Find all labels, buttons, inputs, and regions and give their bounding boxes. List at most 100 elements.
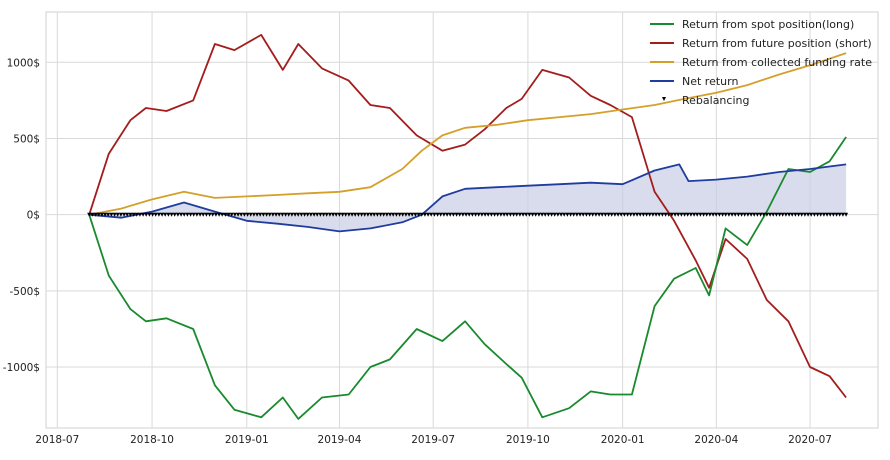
rebalancing-marker (486, 212, 491, 217)
rebalancing-marker (369, 212, 374, 217)
rebalancing-marker (432, 212, 437, 217)
x-tick-label: 2019-01 (225, 434, 269, 446)
rebalancing-marker (752, 212, 757, 217)
rebalancing-marker (141, 212, 146, 217)
rebalancing-marker (587, 212, 592, 217)
rebalancing-marker (438, 212, 443, 217)
rebalancing-marker (467, 212, 472, 217)
rebalancing-marker (454, 212, 459, 217)
rebalancing-marker (378, 212, 383, 217)
rebalancing-marker (160, 212, 165, 217)
rebalancing-marker (464, 212, 469, 217)
rebalancing-marker (460, 212, 465, 217)
rebalancing-marker (435, 212, 440, 217)
rebalancing-marker (429, 212, 434, 217)
rebalancing-marker (122, 212, 127, 217)
rebalancing-marker (103, 212, 108, 217)
rebalancing-marker (179, 212, 184, 217)
rebalancing-marker (524, 212, 529, 217)
rebalancing-marker (802, 212, 807, 217)
rebalancing-marker (391, 212, 396, 217)
rebalancing-marker (818, 212, 823, 217)
rebalancing-marker (99, 212, 104, 217)
rebalancing-marker (356, 212, 361, 217)
rebalancing-marker (603, 212, 608, 217)
rebalancing-marker (334, 212, 339, 217)
rebalancing-marker (397, 212, 402, 217)
rebalancing-marker (258, 212, 263, 217)
rebalancing-marker (299, 212, 304, 217)
rebalancing-marker (331, 212, 336, 217)
rebalancing-marker (296, 212, 301, 217)
rebalancing-marker (574, 212, 579, 217)
rebalancing-marker (280, 212, 285, 217)
rebalancing-marker (745, 212, 750, 217)
rebalancing-marker (666, 212, 671, 217)
legend-label: Return from spot position(long) (682, 18, 854, 31)
rebalancing-marker (359, 212, 364, 217)
rebalancing-marker (210, 212, 215, 217)
rebalancing-marker (559, 212, 564, 217)
rebalancing-marker (647, 212, 652, 217)
rebalancing-marker (568, 212, 573, 217)
rebalancing-marker (340, 212, 345, 217)
rebalancing-marker (448, 212, 453, 217)
rebalancing-marker (229, 212, 234, 217)
rebalancing-marker (473, 212, 478, 217)
rebalancing-marker (790, 212, 795, 217)
rebalancing-marker (514, 212, 519, 217)
legend-label: Return from future position (short) (682, 37, 872, 50)
rebalancing-marker (112, 212, 117, 217)
rebalancing-marker (255, 212, 260, 217)
rebalancing-marker (476, 212, 481, 217)
rebalancing-marker (663, 212, 668, 217)
rebalancing-marker (692, 212, 697, 217)
rebalancing-marker (631, 212, 636, 217)
rebalancing-marker (426, 212, 431, 217)
rebalancing-marker (267, 212, 272, 217)
rebalancing-markers (87, 212, 849, 217)
rebalancing-marker (590, 212, 595, 217)
legend-label: Return from collected funding rate (682, 56, 872, 69)
y-tick-label: -1000$ (3, 362, 40, 374)
rebalancing-marker (755, 212, 760, 217)
legend-marker-rebalancing (662, 97, 666, 101)
rebalancing-marker (239, 212, 244, 217)
rebalancing-marker (413, 212, 418, 217)
rebalancing-marker (201, 212, 206, 217)
rebalancing-marker (217, 212, 222, 217)
x-tick-label: 2020-07 (788, 434, 832, 446)
rebalancing-marker (188, 212, 193, 217)
rebalancing-marker (302, 212, 307, 217)
y-tick-label: 0$ (27, 210, 40, 222)
rebalancing-marker (555, 212, 560, 217)
rebalancing-marker (787, 212, 792, 217)
rebalancing-marker (704, 212, 709, 217)
rebalancing-marker (289, 212, 294, 217)
rebalancing-marker (831, 212, 836, 217)
rebalancing-marker (220, 212, 225, 217)
rebalancing-marker (641, 212, 646, 217)
legend: Return from spot position(long) Return fr… (650, 18, 872, 107)
rebalancing-marker (844, 212, 849, 217)
rebalancing-marker (264, 212, 269, 217)
rebalancing-marker (714, 212, 719, 217)
x-tick-label: 2020-04 (694, 434, 738, 446)
rebalancing-marker (350, 212, 355, 217)
rebalancing-marker (701, 212, 706, 217)
rebalancing-marker (407, 212, 412, 217)
rebalancing-marker (324, 212, 329, 217)
rebalancing-marker (308, 212, 313, 217)
rebalancing-marker (669, 212, 674, 217)
rebalancing-marker (552, 212, 557, 217)
rebalancing-marker (682, 212, 687, 217)
rebalancing-marker (543, 212, 548, 217)
rebalancing-marker (711, 212, 716, 217)
rebalancing-marker (93, 212, 98, 217)
rebalancing-marker (562, 212, 567, 217)
rebalancing-marker (540, 212, 545, 217)
rebalancing-marker (521, 212, 526, 217)
rebalancing-marker (502, 212, 507, 217)
rebalancing-marker (821, 212, 826, 217)
rebalancing-marker (318, 212, 323, 217)
